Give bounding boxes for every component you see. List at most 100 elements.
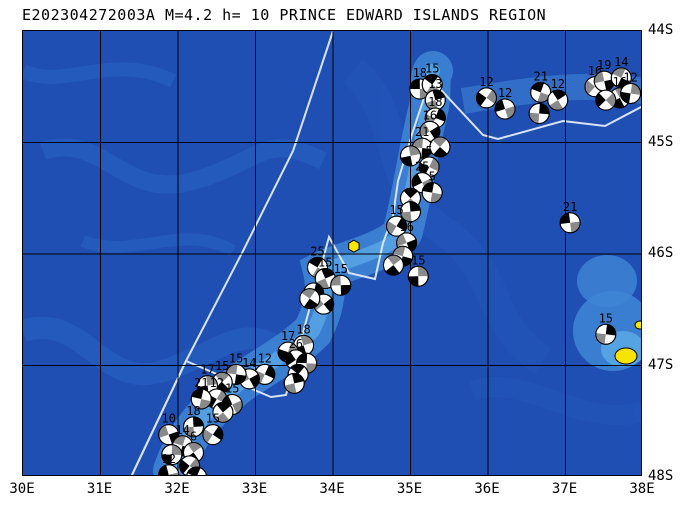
focal-mechanism-ball [429, 136, 451, 158]
focal-mechanism-ball: 13 [424, 77, 446, 111]
depth-label: 12 [551, 77, 565, 91]
focal-mechanism-ball: 5 [421, 170, 443, 204]
focal-mechanism-ball: 15 [202, 412, 224, 446]
seismicity-map[interactable]: 18 15 13 18 16 21 5 25 5 15 16 15 12 12 21 12 16 19 14 16 12… [22, 30, 642, 476]
latitude-label: 47S [648, 356, 674, 373]
depth-label: 18 [428, 95, 442, 109]
longitude-label: 38E [629, 481, 655, 497]
depth-label: 18 [186, 404, 200, 418]
longitude-label: 32E [164, 481, 190, 497]
depth-label: 25 [415, 160, 429, 174]
depth-label: 12 [623, 70, 637, 84]
bathymetry-texture [23, 59, 641, 426]
depth-label: 25 [310, 244, 324, 258]
focal-mechanism-ball [528, 103, 550, 125]
focal-mechanism-ball [595, 89, 617, 111]
longitude-label: 30E [9, 481, 35, 497]
marion-island [614, 347, 638, 365]
focal-mechanism-ball: 15 [595, 311, 617, 345]
latitude-label: 46S [648, 245, 674, 261]
depth-label: 16 [399, 220, 413, 234]
focal-mechanism-ball: 12 [158, 452, 180, 475]
page-title: E202304272003A M=4.2 h= 10 PRINCE EDWARD… [22, 6, 547, 24]
focal-mechanism-ball: 19 [593, 58, 615, 92]
depth-label: 15 [215, 359, 229, 373]
focal-mechanism-ball: 12 [254, 351, 276, 385]
depth-label: 10 [161, 412, 175, 426]
focal-mechanism-ball: 12 [620, 70, 641, 104]
depth-label: 16 [613, 75, 627, 89]
focal-mechanism-ball: 21 [530, 69, 552, 103]
longitude-label: 37E [551, 481, 578, 497]
focal-mechanism-ball [382, 254, 404, 276]
latitude-label: 48S [648, 468, 674, 484]
depth-label: 26 [289, 337, 303, 351]
latitude-label: 45S [648, 133, 674, 150]
focal-mechanism-ball: 21 [559, 200, 581, 234]
plate-boundary-southwest-indian-ridge [130, 73, 641, 475]
depth-label: 14 [614, 55, 628, 69]
depth-label: 15 [225, 382, 239, 396]
focal-mechanism-ball: 12 [547, 77, 569, 111]
focal-mechanism-ball: 21 [190, 376, 212, 410]
depth-label: 5 [429, 170, 436, 184]
depth-label: 15 [411, 253, 425, 267]
focal-mechanism-ball [400, 145, 421, 167]
focal-mechanism-ball: 12 [475, 75, 497, 109]
depth-label: 15 [389, 203, 403, 217]
depth-label: 21 [415, 125, 429, 139]
depth-label: 16 [423, 108, 437, 122]
depth-label: 14 [175, 423, 189, 437]
prince-edward-island [634, 320, 641, 330]
focal-mechanism-ball: 18 [183, 404, 204, 438]
depth-label: 12 [479, 75, 493, 89]
focal-mechanism-ball [283, 372, 305, 394]
depth-label: 15 [599, 311, 613, 325]
depth-label: 15 [229, 351, 243, 365]
focal-mechanism-ball [299, 288, 321, 310]
depth-label: 12 [210, 376, 224, 390]
longitude-label: 31E [86, 481, 113, 497]
depth-label: 5 [425, 144, 432, 158]
longitude-label: 34E [319, 481, 345, 497]
longitude-label: 33E [241, 481, 268, 497]
islands [614, 320, 641, 365]
focal-mechanism-ball: 10 [158, 412, 180, 446]
focal-mechanism-ball: 15 [386, 203, 408, 237]
latitude-label: 44S [648, 22, 674, 38]
depth-label: 6 [190, 429, 197, 443]
focal-mechanism-ball: 15 [407, 253, 429, 287]
depth-label: 15 [334, 262, 348, 276]
depth-label: 21 [194, 376, 208, 390]
focal-mechanism-ball: 12 [494, 86, 516, 120]
longitude-label: 35E [396, 481, 423, 497]
depth-label: 21 [533, 69, 547, 83]
depth-label: 12 [161, 452, 175, 466]
focal-mechanism-ball: 6 [183, 429, 204, 463]
longitude-label: 36E [474, 481, 500, 497]
depth-label: 21 [563, 200, 577, 214]
depth-label: 12 [258, 351, 272, 365]
depth-label: 15 [206, 412, 220, 426]
focal-mechanism-ball: 16 [419, 108, 441, 142]
depth-label: 18 [413, 66, 427, 80]
focal-mechanism-ball: 15 [330, 262, 352, 296]
depth-label: 15 [318, 256, 332, 270]
event-epicenter-marker [348, 239, 360, 253]
depth-label: 17 [281, 329, 295, 343]
depth-label: 13 [428, 77, 442, 91]
plate-boundary-fracture-zone [130, 31, 334, 475]
depth-label: 19 [597, 58, 611, 72]
focal-mechanism-ball [400, 201, 421, 223]
depth-label: 14 [242, 356, 256, 370]
depth-label: 18 [296, 322, 310, 336]
depth-label: 17 [200, 363, 214, 377]
depth-label: 15 [425, 62, 439, 76]
graticule [23, 31, 641, 475]
focal-mechanism-ball [186, 466, 207, 475]
depth-label: 12 [498, 86, 512, 100]
focal-mechanism-ball [212, 401, 234, 423]
focal-mechanism-ball [161, 444, 183, 466]
